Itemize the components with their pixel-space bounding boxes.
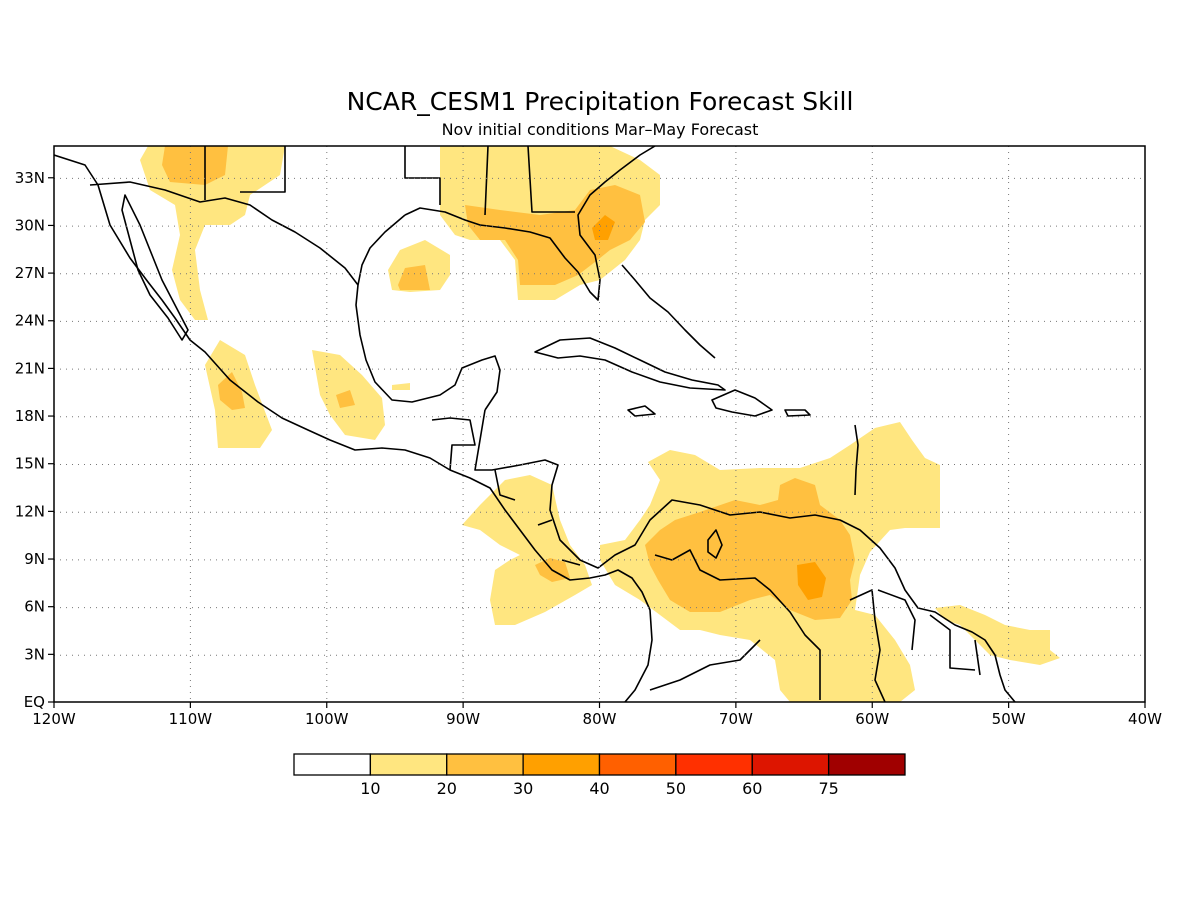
colorbar-label: 50: [666, 779, 686, 798]
x-tick-label: 70W: [719, 710, 753, 728]
skill-region-se-us-core: [465, 185, 645, 285]
y-tick-label: 30N: [15, 216, 45, 234]
colorbar-label: 10: [360, 779, 380, 798]
map-subtitle: Nov initial conditions Mar–May Forecast: [442, 120, 759, 139]
colorbar-swatch: [446, 753, 524, 776]
skill-region-central-america: [462, 475, 592, 625]
coastline-bahamas: [621, 264, 716, 359]
colorbar-swatch: [522, 753, 601, 776]
colorbar-swatch: [827, 753, 906, 776]
coastline-gulf-of-mexico: [355, 214, 501, 411]
map-plot-area: [54, 146, 1145, 702]
skill-peak-venezuela: [797, 562, 826, 600]
x-tick-label: 50W: [992, 710, 1026, 728]
x-tick-label: 90W: [446, 710, 480, 728]
x-tick-label: 60W: [855, 710, 889, 728]
skill-region-gulf-core: [398, 265, 430, 290]
colorbar-swatch: [675, 753, 753, 776]
y-tick-label: EQ: [24, 693, 45, 711]
coastline-lesser-antilles: [854, 424, 859, 496]
y-tick-label: 24N: [15, 312, 45, 330]
x-axis: 120W 110W 100W 90W 80W 70W 60W 50W 40W: [32, 702, 1162, 728]
coastlines-and-borders: [54, 146, 1016, 702]
coastline-jamaica: [627, 405, 656, 417]
coastline-pacific-mexico: [54, 154, 653, 702]
colorbar-legend: 10 20 30 40 50 60 75: [293, 753, 906, 798]
y-tick-label: 12N: [15, 502, 45, 520]
colorbar-label: 20: [437, 779, 457, 798]
x-tick-label: 80W: [583, 710, 617, 728]
colorbar-label: 60: [742, 779, 762, 798]
y-tick-label: 6N: [24, 598, 45, 616]
y-tick-label: 18N: [15, 407, 45, 425]
border-us-mexico: [89, 181, 359, 286]
x-tick-label: 110W: [169, 710, 213, 728]
coastline-central-america-east: [474, 409, 1016, 702]
y-tick-label: 27N: [15, 264, 45, 282]
coastline-baja: [121, 194, 189, 341]
y-tick-label: 9N: [24, 550, 45, 568]
skill-region-campeche-core: [336, 390, 355, 408]
x-tick-label: 100W: [305, 710, 349, 728]
y-tick-label: 15N: [15, 455, 45, 473]
border-south-america: [649, 549, 981, 702]
skill-peak-georgia: [592, 215, 615, 240]
colorbar-swatch: [598, 753, 677, 776]
border-central-america: [431, 417, 581, 566]
y-tick-label: 33N: [15, 169, 45, 187]
skill-region-guianas: [935, 605, 1060, 665]
colorbar-swatch: [293, 753, 372, 776]
map-title: NCAR_CESM1 Precipitation Forecast Skill: [347, 87, 854, 116]
y-tick-label: 21N: [15, 359, 45, 377]
x-tick-label: 40W: [1128, 710, 1162, 728]
y-axis: 33N 30N 27N 24N 21N 18N 15N 12N 9N 6N 3N EQ: [15, 169, 54, 711]
colorbar-label: 30: [513, 779, 533, 798]
coastline-cuba: [534, 337, 726, 391]
skill-region-sw-us: [140, 146, 285, 320]
colorbar-label: 40: [589, 779, 609, 798]
x-tick-label: 120W: [32, 710, 76, 728]
border-us-states: [204, 146, 575, 216]
colorbar-swatch: [369, 753, 448, 776]
coastline-puerto-rico: [784, 409, 811, 417]
skill-region-sw-us-core: [162, 146, 228, 185]
coastline-hispaniola: [711, 389, 773, 417]
skill-region-w-mexico-core: [218, 372, 245, 410]
coastline-lake-maracaibo: [707, 529, 723, 559]
skill-region-islet: [392, 383, 410, 390]
coastline-us-gulf: [404, 146, 656, 301]
colorbar-label: 75: [818, 779, 838, 798]
y-tick-label: 3N: [24, 645, 45, 663]
colorbar-swatch: [751, 753, 830, 776]
skill-contours-30-40: [592, 215, 826, 600]
